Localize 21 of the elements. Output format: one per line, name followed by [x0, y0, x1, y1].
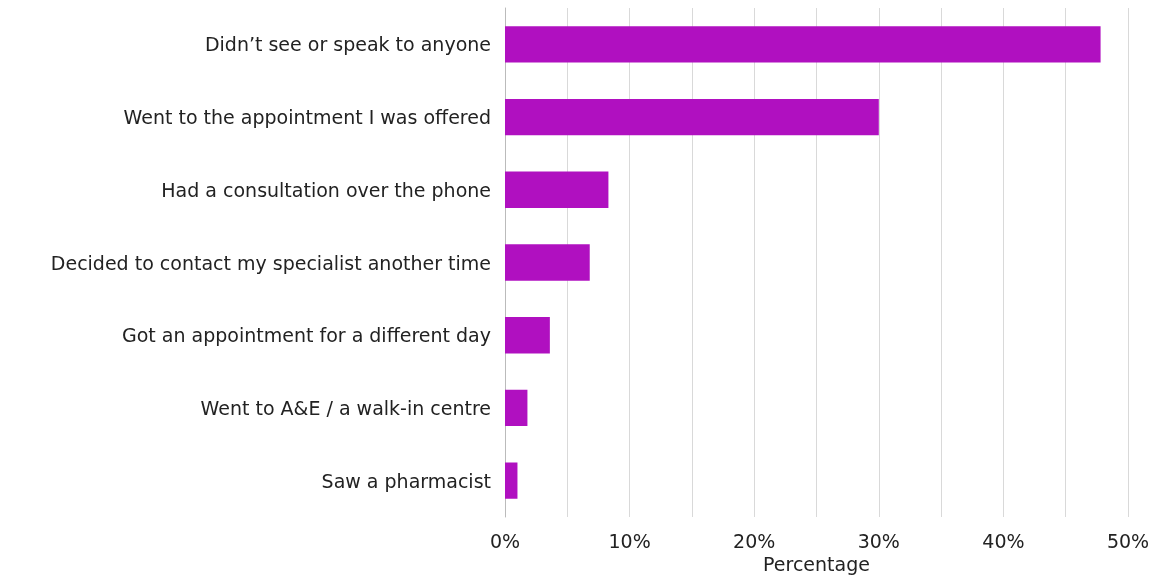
x-tick-label: 20% — [733, 529, 776, 552]
x-tick-label: 10% — [608, 529, 651, 552]
y-tick-label: Got an appointment for a different day — [122, 324, 491, 347]
y-tick-label: Went to the appointment I was offered — [123, 106, 491, 129]
x-axis-title: Percentage — [763, 553, 870, 576]
bar — [505, 462, 518, 499]
x-tick-label: 50% — [1106, 529, 1150, 552]
y-tick-label: Went to A&E / a walk-in centre — [200, 396, 491, 419]
y-tick-label: Decided to contact my specialist another time — [50, 251, 491, 274]
x-tick-label: 40% — [982, 529, 1025, 552]
bar — [505, 389, 528, 427]
y-tick-label: Had a consultation over the phone — [161, 178, 491, 201]
bar — [505, 98, 879, 136]
x-tick-label: 0% — [489, 529, 521, 552]
y-tick-label: Saw a pharmacist — [321, 469, 491, 492]
x-tick-label: 30% — [857, 529, 900, 552]
y-tick-label: Didn’t see or speak to anyone — [204, 33, 491, 56]
bar — [505, 26, 1101, 63]
bar — [505, 317, 550, 354]
bar — [505, 244, 590, 281]
bar — [505, 171, 609, 208]
